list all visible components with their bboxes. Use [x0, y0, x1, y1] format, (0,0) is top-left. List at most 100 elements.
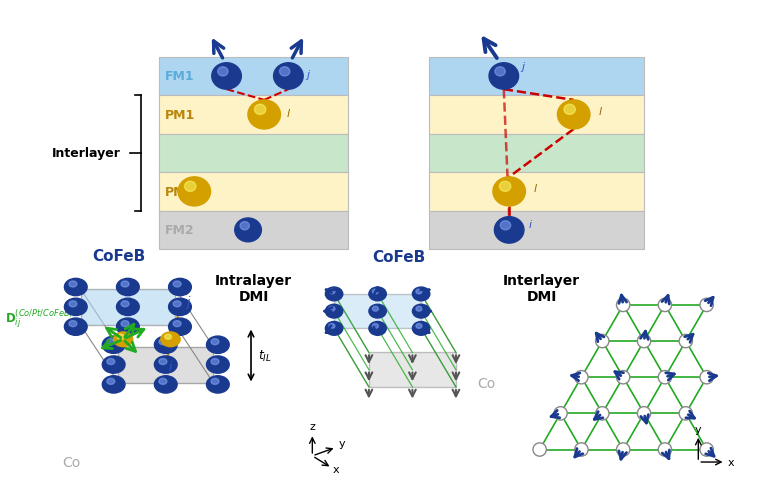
Text: Interlayer
DMI: Interlayer DMI — [503, 274, 580, 304]
Circle shape — [211, 339, 219, 345]
Text: $l$: $l$ — [286, 107, 291, 119]
Circle shape — [254, 105, 266, 115]
Circle shape — [558, 101, 590, 130]
Circle shape — [154, 376, 177, 393]
Circle shape — [102, 356, 125, 373]
Circle shape — [178, 178, 210, 206]
Circle shape — [65, 279, 87, 296]
Circle shape — [574, 443, 588, 456]
Circle shape — [212, 63, 241, 90]
Circle shape — [617, 443, 630, 456]
Circle shape — [117, 318, 139, 336]
Circle shape — [164, 335, 171, 339]
Circle shape — [369, 322, 386, 336]
Text: PM1: PM1 — [164, 108, 195, 122]
Bar — [429, 211, 644, 250]
Circle shape — [658, 371, 671, 384]
Circle shape — [554, 407, 568, 420]
Circle shape — [173, 301, 181, 307]
Circle shape — [679, 407, 693, 420]
Circle shape — [658, 299, 671, 312]
Circle shape — [412, 305, 430, 318]
Circle shape — [596, 335, 609, 348]
Circle shape — [326, 288, 343, 301]
Polygon shape — [81, 289, 175, 325]
Circle shape — [117, 299, 139, 316]
Text: y: y — [695, 425, 702, 434]
Circle shape — [107, 379, 114, 384]
Bar — [429, 173, 644, 211]
Text: y: y — [339, 438, 346, 448]
Circle shape — [329, 289, 335, 294]
Circle shape — [118, 335, 124, 339]
Circle shape — [489, 63, 518, 90]
Circle shape — [184, 182, 196, 192]
Circle shape — [700, 371, 713, 384]
Circle shape — [679, 335, 693, 348]
Circle shape — [102, 336, 125, 354]
Text: $j$: $j$ — [520, 60, 526, 74]
Text: $t_{IL}$: $t_{IL}$ — [258, 348, 272, 363]
Circle shape — [69, 301, 77, 307]
Polygon shape — [369, 353, 456, 387]
Circle shape — [637, 335, 650, 348]
Circle shape — [117, 279, 139, 296]
Circle shape — [369, 288, 386, 301]
Circle shape — [107, 359, 114, 365]
Text: x: x — [333, 465, 339, 474]
Circle shape — [235, 218, 261, 242]
Text: $i$: $i$ — [528, 217, 533, 229]
Circle shape — [329, 307, 335, 312]
Circle shape — [574, 371, 588, 384]
Circle shape — [240, 222, 250, 230]
Circle shape — [121, 321, 129, 327]
Text: z: z — [310, 421, 315, 431]
Polygon shape — [118, 347, 213, 383]
Circle shape — [658, 443, 671, 456]
Circle shape — [329, 324, 335, 329]
Circle shape — [159, 379, 167, 384]
Circle shape — [273, 63, 303, 90]
Circle shape — [500, 221, 511, 230]
Text: $l$: $l$ — [533, 181, 538, 193]
Circle shape — [211, 359, 219, 365]
Bar — [159, 96, 347, 134]
Bar — [159, 134, 347, 173]
Circle shape — [207, 356, 229, 373]
Circle shape — [217, 68, 228, 77]
Circle shape — [564, 105, 575, 115]
Bar — [159, 173, 347, 211]
Circle shape — [700, 299, 713, 312]
Circle shape — [326, 322, 343, 336]
Circle shape — [637, 407, 650, 420]
Circle shape — [617, 371, 630, 384]
Text: FM2: FM2 — [164, 224, 194, 237]
Text: PM2: PM2 — [164, 185, 195, 199]
Circle shape — [114, 332, 133, 347]
Bar — [159, 211, 347, 250]
Text: CoFeB: CoFeB — [372, 250, 426, 264]
Circle shape — [372, 307, 379, 312]
Circle shape — [121, 281, 129, 288]
Circle shape — [416, 307, 422, 312]
Circle shape — [416, 289, 422, 294]
Circle shape — [169, 279, 191, 296]
Circle shape — [499, 182, 511, 192]
Circle shape — [372, 324, 379, 329]
Circle shape — [412, 322, 430, 336]
Text: x: x — [727, 457, 734, 467]
Circle shape — [65, 299, 87, 316]
Circle shape — [154, 356, 177, 373]
Bar — [159, 58, 347, 96]
Circle shape — [169, 299, 191, 316]
Circle shape — [416, 324, 422, 329]
Text: Interlayer: Interlayer — [52, 147, 121, 160]
Circle shape — [207, 376, 229, 393]
Circle shape — [700, 443, 713, 456]
Bar — [429, 96, 644, 134]
Circle shape — [369, 305, 386, 318]
Circle shape — [495, 217, 524, 244]
Circle shape — [280, 68, 290, 77]
Circle shape — [493, 178, 525, 206]
Polygon shape — [334, 294, 421, 329]
